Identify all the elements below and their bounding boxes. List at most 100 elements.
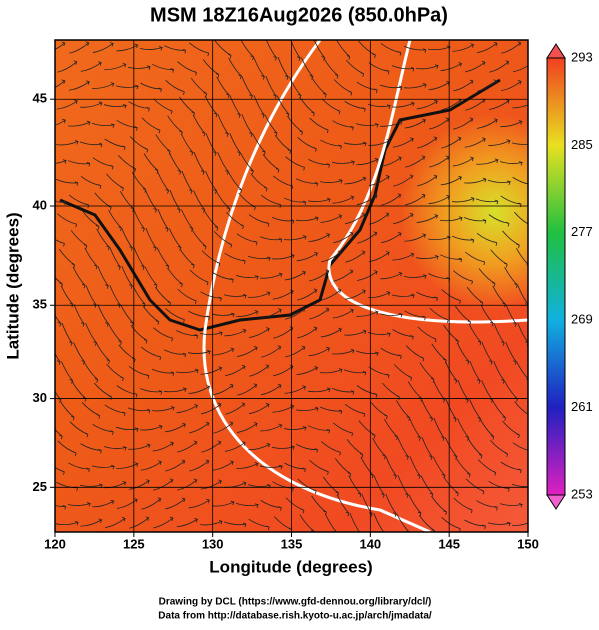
streamline bbox=[297, 326, 318, 339]
streamline bbox=[55, 467, 65, 475]
streamline bbox=[192, 114, 206, 137]
streamline bbox=[336, 494, 350, 517]
streamline bbox=[499, 161, 524, 166]
streamline bbox=[236, 233, 258, 246]
streamline bbox=[284, 235, 308, 241]
streamline bbox=[133, 209, 146, 232]
streamline bbox=[479, 419, 495, 440]
streamline bbox=[441, 516, 461, 532]
streamline bbox=[284, 270, 307, 281]
colorbar-min-arrow bbox=[546, 494, 566, 510]
streamline bbox=[451, 235, 475, 243]
x-tick-label: 135 bbox=[281, 536, 303, 551]
streamline bbox=[321, 250, 342, 263]
streamline bbox=[264, 114, 278, 137]
streamline bbox=[83, 362, 99, 383]
streamline bbox=[260, 423, 283, 432]
streamline bbox=[356, 385, 378, 398]
streamline bbox=[226, 211, 244, 230]
streamline bbox=[285, 497, 305, 514]
streamline bbox=[140, 460, 163, 471]
streamline bbox=[333, 79, 353, 96]
streamline bbox=[141, 497, 162, 510]
streamline bbox=[345, 250, 366, 263]
streamline bbox=[511, 142, 528, 145]
streamline bbox=[201, 402, 222, 415]
streamline bbox=[500, 195, 522, 208]
streamline bbox=[396, 513, 410, 532]
streamline bbox=[452, 43, 475, 52]
streamline bbox=[346, 439, 364, 458]
streamline bbox=[355, 123, 380, 128]
streamline bbox=[82, 211, 100, 230]
streamline bbox=[476, 232, 498, 246]
streamline bbox=[296, 444, 319, 453]
streamline bbox=[68, 194, 90, 209]
streamline bbox=[157, 171, 170, 194]
streamline bbox=[106, 363, 124, 382]
streamline bbox=[96, 343, 110, 364]
streamline bbox=[253, 57, 266, 80]
streamline bbox=[225, 402, 246, 415]
streamline bbox=[488, 481, 510, 492]
streamline bbox=[152, 63, 175, 73]
streamline bbox=[215, 191, 231, 212]
streamline bbox=[189, 42, 210, 57]
streamline bbox=[477, 79, 498, 92]
streamline bbox=[416, 291, 439, 301]
streamline bbox=[468, 323, 482, 346]
y-axis-label: Latitude (degrees) bbox=[3, 212, 22, 359]
streamline bbox=[323, 58, 339, 79]
streamline bbox=[169, 190, 182, 213]
streamline bbox=[223, 521, 247, 528]
x-tick-label: 150 bbox=[517, 536, 539, 551]
streamline bbox=[80, 176, 102, 189]
streamline bbox=[229, 95, 242, 118]
streamline bbox=[152, 406, 176, 412]
streamline bbox=[217, 152, 230, 175]
streamline bbox=[115, 84, 140, 90]
streamline bbox=[368, 175, 390, 186]
streamline bbox=[214, 40, 232, 59]
streamline bbox=[116, 498, 138, 509]
streamline bbox=[80, 518, 103, 527]
streamline bbox=[499, 503, 524, 508]
streamline bbox=[469, 361, 482, 384]
streamline bbox=[393, 212, 414, 225]
streamline bbox=[431, 495, 447, 516]
streamline bbox=[70, 230, 88, 249]
streamline bbox=[118, 344, 136, 363]
streamline bbox=[476, 158, 499, 165]
streamline bbox=[408, 494, 422, 517]
streamline bbox=[240, 40, 254, 60]
streamline bbox=[211, 312, 236, 318]
streamline bbox=[272, 404, 295, 413]
streamline bbox=[272, 253, 295, 260]
streamline bbox=[85, 323, 98, 346]
streamline bbox=[505, 342, 518, 365]
y-tick-label: 35 bbox=[33, 297, 47, 312]
streamline bbox=[404, 82, 427, 89]
streamline bbox=[416, 99, 439, 110]
streamline bbox=[189, 269, 209, 286]
streamline bbox=[247, 484, 272, 489]
streamline bbox=[139, 388, 163, 395]
streamline bbox=[500, 461, 522, 474]
streamline bbox=[324, 513, 337, 532]
streamline bbox=[392, 137, 415, 148]
streamline bbox=[80, 101, 103, 108]
streamline bbox=[140, 82, 162, 93]
streamline bbox=[285, 345, 306, 358]
streamline bbox=[487, 179, 512, 185]
streamline bbox=[455, 305, 472, 326]
streamline bbox=[296, 251, 319, 262]
streamline bbox=[490, 249, 508, 268]
streamline bbox=[177, 478, 198, 491]
streamline bbox=[224, 441, 246, 452]
colorbar-max-arrow bbox=[546, 43, 566, 59]
streamline bbox=[481, 342, 494, 365]
streamline bbox=[379, 84, 403, 91]
streamline bbox=[61, 323, 74, 346]
x-tick-label: 145 bbox=[438, 536, 460, 551]
streamline bbox=[502, 420, 520, 439]
